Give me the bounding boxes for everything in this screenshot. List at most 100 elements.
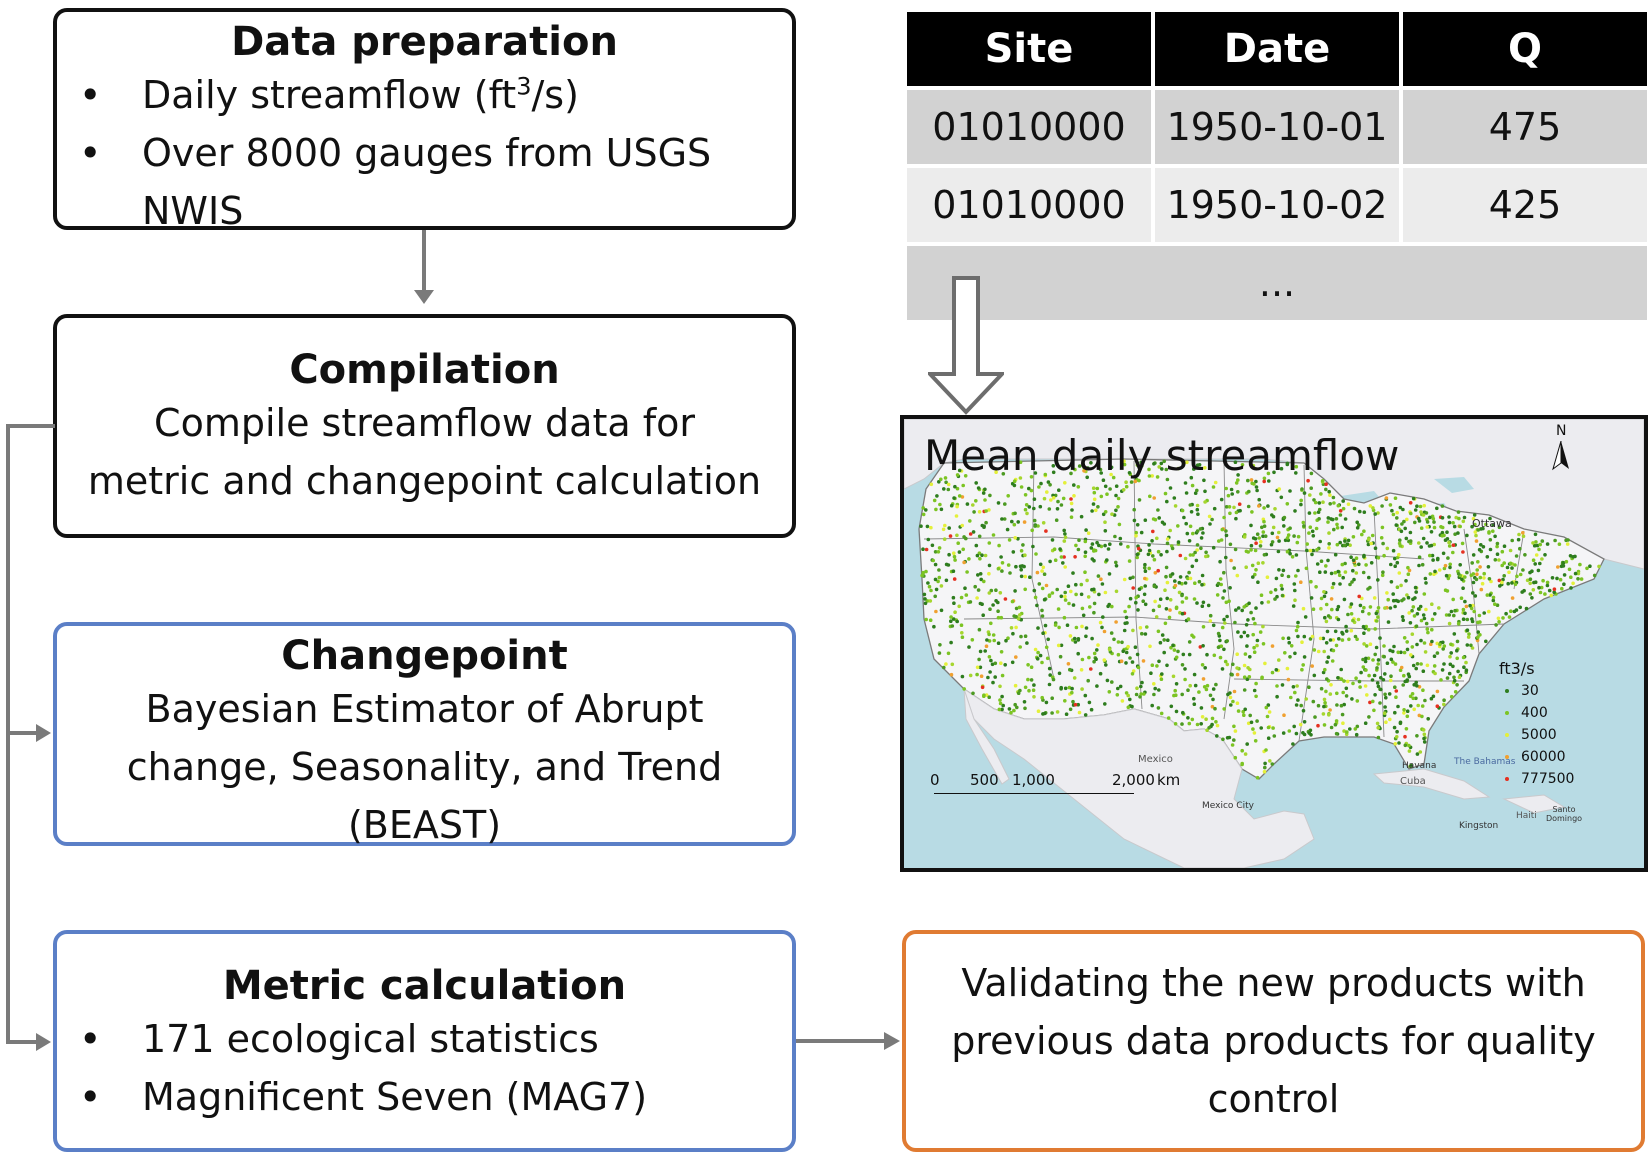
gauge-point: [1389, 674, 1393, 678]
gauge-point: [1165, 663, 1169, 668]
gauge-point: [1019, 485, 1024, 489]
gauge-point: [1325, 629, 1330, 634]
gauge-point: [1018, 460, 1023, 464]
gauge-point: [1482, 611, 1486, 615]
gauge-point: [1371, 658, 1375, 662]
gauge-point: [1079, 582, 1084, 587]
gauge-point: [1312, 498, 1316, 502]
gauge-point: [1360, 532, 1364, 537]
gauge-point: [933, 594, 937, 599]
gauge-point: [1205, 652, 1209, 657]
gauge-point: [1364, 656, 1368, 661]
gauge-point: [1119, 659, 1124, 663]
label-mexico-city: Mexico City: [1202, 801, 1254, 811]
gauge-point: [987, 541, 992, 545]
gauge-point: [1249, 720, 1254, 725]
gauge-point: [1137, 587, 1142, 591]
gauge-point: [957, 494, 962, 498]
gauge-point: [1069, 589, 1073, 594]
gauge-point: [1159, 711, 1164, 716]
gauge-point: [1015, 705, 1019, 710]
gauge-point: [1142, 566, 1147, 570]
gauge-point: [1405, 517, 1409, 522]
gauge-point: [1136, 546, 1141, 551]
gauge-point: [1386, 620, 1391, 624]
gauge-point: [1246, 618, 1250, 622]
gauge-point: [1107, 647, 1112, 652]
gauge-point: [1143, 584, 1147, 588]
gauge-point: [1429, 696, 1434, 701]
gauge-point: [1168, 598, 1173, 602]
gauge-point: [1098, 467, 1103, 472]
gauge-point: [1578, 562, 1582, 567]
gauge-point: [1336, 676, 1340, 680]
gauge-point: [1137, 498, 1142, 502]
gauge-point: [1139, 460, 1143, 465]
gauge-point: [1046, 480, 1051, 484]
gauge-point: [1353, 727, 1358, 731]
gauge-point: [1346, 612, 1350, 617]
gauge-point: [1405, 647, 1410, 652]
gauge-point: [993, 675, 997, 679]
gauge-point: [1398, 668, 1403, 672]
gauge-point: [1340, 712, 1345, 717]
gauge-point: [982, 524, 986, 528]
gauge-point: [1124, 484, 1129, 489]
gauge-point: [1054, 518, 1059, 522]
gauge-point: [1395, 516, 1399, 520]
gauge-point: [1156, 629, 1161, 634]
gauge-point: [1333, 629, 1338, 634]
gauge-point: [1160, 520, 1165, 525]
gauge-point: [1435, 557, 1440, 562]
gauge-point: [1488, 547, 1493, 552]
gauge-point: [1235, 701, 1240, 705]
gauge-point: [944, 662, 948, 666]
gauge-point: [1388, 678, 1393, 683]
gauge-point: [1282, 713, 1286, 717]
gauge-point: [1342, 597, 1347, 602]
gauge-point: [1257, 497, 1261, 502]
gauge-point: [1068, 707, 1073, 712]
gauge-point: [1424, 511, 1429, 515]
gauge-point: [1232, 724, 1236, 729]
gauge-point: [938, 502, 942, 507]
gauge-point: [1250, 481, 1254, 486]
gauge-point: [1341, 690, 1345, 695]
gauge-point: [1070, 690, 1074, 695]
gauge-point: [1393, 556, 1397, 561]
north-label: N: [1556, 423, 1567, 439]
gauge-point: [1173, 504, 1178, 508]
gauge-point: [1096, 463, 1100, 468]
gauge-point: [1471, 580, 1476, 585]
gauge-point: [955, 533, 959, 538]
gauge-point: [1381, 678, 1386, 682]
gauge-point: [1317, 501, 1322, 505]
gauge-points: [919, 459, 1601, 780]
gauge-point: [1085, 475, 1089, 480]
gauge-point: [985, 638, 989, 642]
gauge-point: [1236, 490, 1240, 494]
gauge-point: [1294, 628, 1299, 633]
gauge-point: [929, 525, 933, 530]
gauge-point: [1229, 487, 1234, 492]
gauge-point: [1366, 627, 1371, 632]
gauge-point: [1339, 677, 1344, 681]
gauge-point: [1082, 469, 1086, 473]
gauge-point: [1010, 660, 1015, 665]
gauge-point: [1039, 481, 1043, 486]
gauge-point: [1361, 657, 1365, 662]
gauge-point: [1019, 574, 1024, 579]
gauge-point: [1302, 655, 1307, 659]
gauge-point: [1080, 624, 1084, 629]
gauge-point: [1363, 659, 1368, 664]
gauge-point: [1329, 571, 1334, 576]
gauge-point: [1050, 591, 1055, 595]
gauge-point: [1199, 706, 1204, 710]
gauge-point: [1469, 573, 1474, 578]
gauge-point: [1312, 673, 1317, 678]
gauge-point: [1485, 593, 1490, 597]
gauge-point: [1178, 553, 1183, 558]
gauge-point: [1448, 662, 1453, 667]
gauge-point: [1048, 673, 1052, 677]
gauge-point: [1376, 684, 1381, 689]
